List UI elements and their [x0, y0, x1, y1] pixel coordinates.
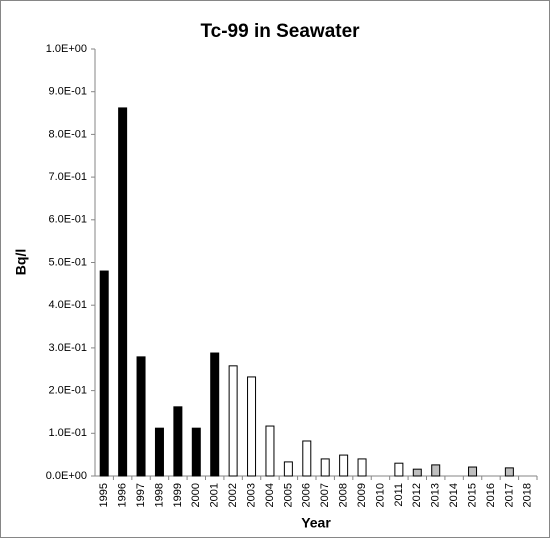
- y-tick-label: 5.0E-01: [48, 256, 87, 268]
- bar: [228, 365, 238, 477]
- x-tick-label: 2014: [448, 483, 460, 507]
- x-tick-label: 2009: [356, 483, 368, 507]
- bar: [339, 454, 349, 477]
- y-tick-label: 1.0E-01: [48, 427, 87, 439]
- y-tick-label: 3.0E-01: [48, 342, 87, 354]
- x-tick-label: 2013: [430, 483, 442, 507]
- y-tick-label: 0.0E+00: [46, 470, 87, 482]
- bar: [191, 427, 201, 477]
- bar: [504, 467, 514, 477]
- bar: [412, 468, 422, 477]
- y-tick-label: 7.0E-01: [48, 171, 87, 183]
- y-tick-label: 4.0E-01: [48, 299, 87, 311]
- bar: [99, 270, 109, 477]
- x-tick-label: 2018: [522, 483, 534, 507]
- x-tick-label: 2012: [411, 483, 423, 507]
- x-tick-label: 2011: [393, 483, 405, 507]
- bar: [357, 458, 367, 477]
- bar: [210, 352, 220, 477]
- x-tick-label: 2002: [227, 483, 239, 507]
- bar: [173, 406, 183, 477]
- x-tick-label: 2000: [190, 483, 202, 507]
- bar: [468, 466, 478, 477]
- x-axis-label: Year: [301, 515, 331, 531]
- bar: [394, 462, 404, 477]
- x-tick-label: 2001: [209, 483, 221, 507]
- bar: [265, 425, 275, 477]
- x-tick-label: 2015: [466, 483, 478, 507]
- x-tick-label: 2006: [301, 483, 313, 507]
- chart-title: Tc-99 in Seawater: [200, 21, 360, 42]
- bar: [302, 440, 312, 477]
- x-tick-label: 2016: [485, 483, 497, 507]
- bar: [154, 427, 164, 477]
- x-tick-label: 2003: [245, 483, 257, 507]
- x-tick-label: 2008: [338, 483, 350, 507]
- x-tick-label: 1998: [153, 483, 165, 507]
- x-tick-label: 2007: [319, 483, 331, 507]
- bar: [136, 356, 146, 477]
- y-tick-label: 2.0E-01: [48, 385, 87, 397]
- x-tick-label: 1997: [135, 483, 147, 507]
- bar: [247, 376, 257, 477]
- x-tick-label: 1999: [172, 483, 184, 507]
- x-tick-label: 1995: [98, 483, 110, 507]
- y-axis-label: Bq/l: [13, 249, 29, 275]
- y-tick-label: 9.0E-01: [48, 86, 87, 98]
- bar: [320, 458, 330, 477]
- bar: [118, 107, 128, 477]
- x-tick-label: 1996: [117, 483, 129, 507]
- x-tick-label: 2005: [282, 483, 294, 507]
- bar: [431, 464, 441, 477]
- y-tick-label: 1.0E+00: [46, 43, 87, 55]
- x-tick-label: 2017: [503, 483, 515, 507]
- y-tick-label: 6.0E-01: [48, 214, 87, 226]
- y-tick-label: 8.0E-01: [48, 128, 87, 140]
- x-tick-label: 2004: [264, 483, 276, 507]
- bar: [283, 461, 293, 477]
- x-tick-label: 2010: [374, 483, 386, 507]
